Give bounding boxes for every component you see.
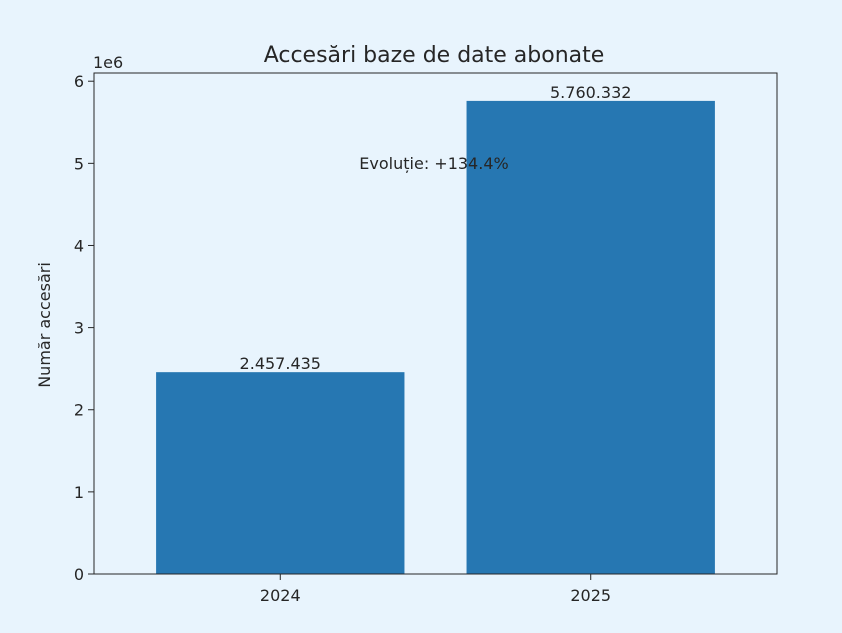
bars-layer: 2.457.435 5.760.332 [156, 83, 715, 574]
y-tick-label: 2 [74, 401, 84, 420]
plot-frame [93, 72, 778, 575]
x-tick-label: 2025 [570, 586, 611, 605]
chart-title: Accesări baze de date abonate [264, 43, 605, 68]
bar-value-label-2025: 5.760.332 [550, 83, 631, 102]
y-tick-label: 1 [74, 483, 84, 502]
evolution-annotation: Evoluție: +134.4% [359, 154, 508, 173]
y-tick-label: 3 [74, 319, 84, 338]
bar-2025 [466, 100, 715, 574]
y-tick-label: 5 [74, 154, 84, 173]
axes-layer: 0 1 2 3 4 5 6 2024 2025 [74, 72, 778, 605]
y-axis-label: Număr accesări [35, 262, 54, 388]
y-tick-label: 0 [74, 565, 84, 584]
bar-value-label-2024: 2.457.435 [240, 354, 321, 373]
y-tick-label: 4 [74, 236, 84, 255]
x-tick-label: 2024 [260, 586, 301, 605]
bar-2024 [156, 372, 405, 574]
y-axis-exponent-label: 1e6 [93, 53, 123, 72]
y-tick-label: 6 [74, 72, 84, 91]
